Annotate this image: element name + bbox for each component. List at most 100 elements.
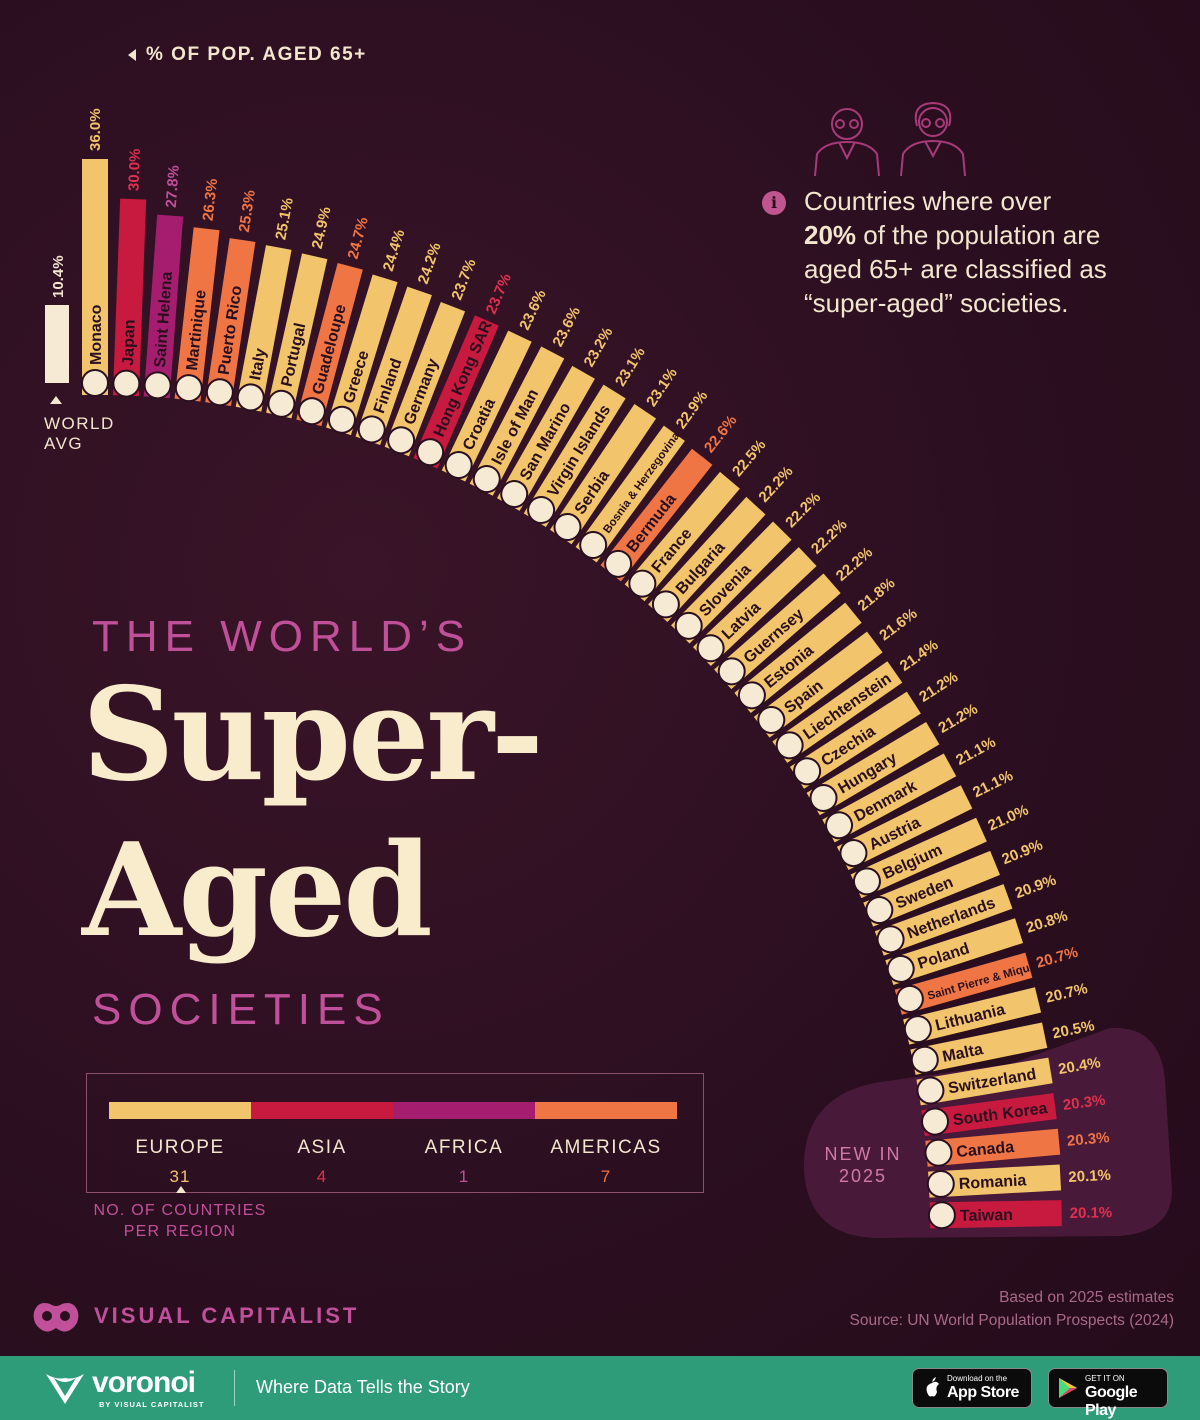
bar-romania <box>928 1164 1062 1198</box>
value-label-croatia: 23.6% <box>516 287 550 333</box>
bar-latvia <box>692 547 817 666</box>
legend-asia: ASIA 4 <box>251 1102 393 1187</box>
flag-icon-latvia <box>696 634 725 663</box>
bar-croatia <box>441 330 532 482</box>
value-label-japan: 30.0% <box>125 148 144 191</box>
radial-bar-chart: 10.4% Monaco 36.0% Japan 30.0%Saint Helena2… <box>45 108 1172 1238</box>
info-line-4: “super-aged” societies. <box>804 288 1069 318</box>
value-label-romania: 20.1% <box>1068 1167 1111 1186</box>
bar-canada <box>925 1128 1061 1167</box>
legend-name-africa: AFRICA <box>424 1137 504 1158</box>
flag-icon-saint-helena <box>143 371 172 400</box>
app-store-button[interactable]: Download on the App Store <box>912 1368 1032 1408</box>
region-legend: EUROPE 31 ASIA 4 AFRICA 1 AMERICAS 7 <box>86 1073 704 1193</box>
value-label-taiwan: 20.1% <box>1070 1204 1113 1222</box>
voronoi-logo-icon[interactable] <box>44 1370 86 1406</box>
bar-belgium <box>850 817 987 899</box>
legend-name-asia: ASIA <box>297 1137 347 1158</box>
flag-icon-sweden <box>865 896 894 925</box>
bar-sweden <box>863 850 1000 927</box>
flag-icon-netherlands <box>876 925 905 954</box>
flag-icon-italy <box>236 383 265 412</box>
value-label-san-marino: 23.2% <box>581 324 617 369</box>
new-in-2025-label: NEW IN 2025 <box>818 1143 908 1187</box>
value-label-czechia: 21.2% <box>916 668 961 705</box>
world-avg-value: 10.4% <box>50 255 67 298</box>
google-play-small: GET IT ON <box>1085 1374 1125 1383</box>
info-line-2: of the population are <box>856 220 1101 250</box>
legend-swatch-americas <box>535 1102 677 1119</box>
flag-icon-liechtenstein <box>775 731 804 760</box>
bar-serbia <box>550 404 657 545</box>
axis-note-text: % OF POP. AGED 65+ <box>146 44 367 65</box>
legend-note: NO. OF COUNTRIES PER REGION <box>90 1186 270 1242</box>
value-label-sweden: 20.9% <box>999 836 1045 868</box>
flag-icon-belgium <box>852 867 881 896</box>
elderly-couple-icon <box>814 101 966 177</box>
flag-icon-puerto-rico <box>205 378 234 407</box>
value-label-bermuda: 22.6% <box>701 412 741 456</box>
flag-icon-germany <box>387 426 416 455</box>
footer-tagline: Where Data Tells the Story <box>256 1377 470 1397</box>
footer-divider <box>234 1370 235 1406</box>
value-label-austria: 21.1% <box>970 767 1016 801</box>
flag-icon-martinique <box>174 374 203 403</box>
value-label-guadeloupe: 24.7% <box>345 215 372 260</box>
bar-france <box>624 471 740 602</box>
google-play-big: Google Play <box>1085 1384 1138 1419</box>
bar-taiwan <box>929 1200 1062 1229</box>
new-in-2025-highlight <box>803 1027 1172 1238</box>
flag-icon-serbia <box>553 513 582 542</box>
bar-austria <box>836 785 973 871</box>
visual-capitalist-logo-icon <box>33 1303 79 1332</box>
up-arrow-icon <box>50 396 62 404</box>
value-label-switzerland: 20.4% <box>1057 1054 1102 1078</box>
brand-name: VISUAL CAPITALIST <box>94 1303 360 1328</box>
flag-icon-switzerland <box>916 1076 945 1105</box>
bar-group-romania: Romania 20.1% <box>926 1164 1111 1198</box>
source-line-1: Based on 2025 estimates <box>999 1289 1174 1306</box>
new-label-1: NEW IN <box>824 1144 902 1164</box>
voronoi-name[interactable]: voronoi <box>92 1366 196 1399</box>
value-label-saint-pierre-miquelon: 20.7% <box>1034 944 1080 972</box>
bar-label-japan: Japan <box>120 319 139 366</box>
value-label-puerto-rico: 25.3% <box>236 189 259 234</box>
legend-americas: AMERICAS 7 <box>535 1102 677 1187</box>
flag-icon-hungary <box>809 783 838 812</box>
bar-label-monaco: Monaco <box>88 304 105 365</box>
legend-count-americas: 7 <box>600 1167 612 1186</box>
google-play-button[interactable]: GET IT ON Google Play <box>1048 1368 1168 1419</box>
info-text: Countries where over 20% of the populati… <box>804 184 1144 320</box>
value-label-latvia: 22.2% <box>808 516 851 558</box>
flag-icon-lithuania <box>903 1015 932 1044</box>
source-line-2: Source: UN World Population Prospects (2… <box>849 1312 1174 1329</box>
flag-icon-san-marino <box>500 480 529 509</box>
value-label-monaco: 36.0% <box>87 108 104 151</box>
world-avg-label: WORLD AVG <box>44 396 115 454</box>
value-label-denmark: 21.1% <box>953 734 998 769</box>
title-line-1: THE WORLD’S <box>92 612 473 661</box>
left-arrow-icon <box>128 48 136 61</box>
bar-czechia <box>789 691 921 789</box>
legend-swatch-asia <box>251 1102 393 1119</box>
bar-lithuania <box>903 987 1042 1045</box>
legend-count-asia: 4 <box>316 1167 328 1186</box>
value-label-martinique: 26.3% <box>200 178 222 222</box>
legend-count-africa: 1 <box>458 1167 470 1186</box>
legend-europe: EUROPE 31 <box>109 1102 251 1187</box>
up-arrow-icon <box>176 1186 186 1193</box>
value-label-serbia: 23.1% <box>643 365 681 410</box>
value-label-saint-helena: 27.8% <box>163 165 183 209</box>
bar-denmark <box>822 753 957 843</box>
bar-group-canada: Canada 20.3% <box>924 1128 1110 1167</box>
legend-swatch-africa <box>393 1102 535 1119</box>
flag-icon-bermuda <box>604 549 633 578</box>
bar-germany <box>384 301 466 457</box>
footer-bar: voronoi BY VISUAL CAPITALIST Where Data … <box>0 1356 1200 1420</box>
voronoi-sub: BY VISUAL CAPITALIST <box>99 1400 205 1409</box>
bar-japan <box>112 198 147 397</box>
flag-icon-canada <box>924 1138 953 1167</box>
value-label-slovenia: 22.2% <box>782 489 824 531</box>
app-store-big: App Store <box>947 1384 1019 1401</box>
value-label-hungary: 21.2% <box>936 701 981 737</box>
